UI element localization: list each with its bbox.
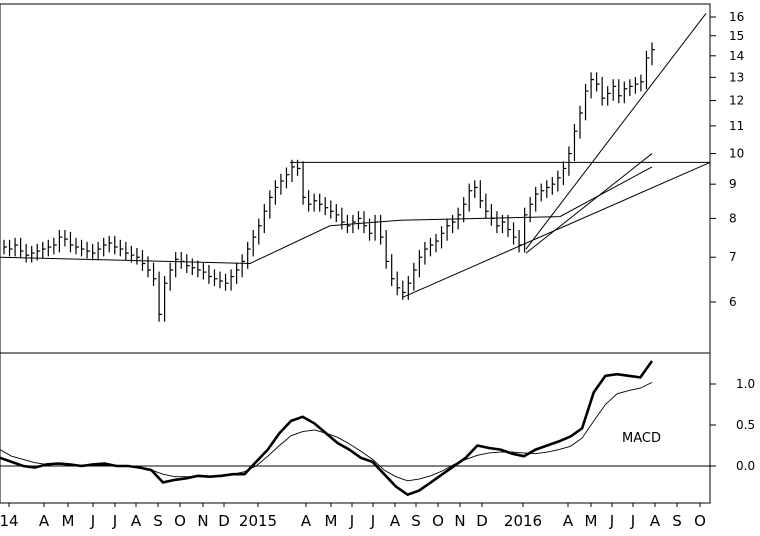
price-y-tick-label: 7 — [729, 250, 737, 264]
x-tick-label: N — [454, 512, 465, 530]
x-tick-label: A — [650, 512, 661, 530]
macd-line — [0, 360, 654, 497]
macd-y-axis-ticks: 0.0 0.5 1.0 — [710, 377, 755, 473]
price-trendlines — [290, 13, 711, 298]
x-tick-label: M — [585, 512, 598, 530]
x-tick-label: 2016 — [504, 512, 542, 530]
x-tick-label: S — [411, 512, 421, 530]
x-tick-label: M — [325, 512, 338, 530]
price-y-tick-label: 9 — [729, 177, 737, 191]
price-y-tick-label: 13 — [729, 70, 744, 84]
chart-frame — [0, 3, 711, 504]
x-tick-label: O — [694, 512, 706, 530]
x-axis-ticks: 14 A M J J A S O N D 2015 A M J J A S O N D 2016 A M J J A S O — [0, 503, 706, 530]
macd-y-tick-label: 1.0 — [736, 377, 755, 391]
x-tick-label: N — [197, 512, 208, 530]
price-y-tick-label: 16 — [729, 10, 744, 24]
x-tick-label: O — [174, 512, 186, 530]
x-tick-label: A — [301, 512, 312, 530]
x-tick-label: J — [630, 512, 635, 530]
price-y-tick-label: 8 — [729, 211, 737, 225]
x-tick-label: J — [370, 512, 375, 530]
macd-lines — [0, 360, 710, 497]
x-tick-label: O — [432, 512, 444, 530]
macd-y-tick-label: 0.0 — [736, 459, 755, 473]
macd-annotation: MACD — [622, 431, 661, 446]
moving-average-line — [0, 166, 653, 265]
price-bars — [3, 42, 655, 322]
trendline-lower — [402, 161, 711, 298]
macd-y-tick-label: 0.5 — [736, 418, 755, 432]
x-tick-label: A — [39, 512, 50, 530]
x-tick-label: A — [131, 512, 142, 530]
price-y-tick-label: 11 — [729, 119, 744, 133]
x-tick-label: D — [476, 512, 488, 530]
x-tick-label: S — [153, 512, 163, 530]
price-y-tick-label: 15 — [729, 29, 744, 43]
price-y-tick-label: 14 — [729, 49, 744, 63]
price-y-tick-label: 12 — [729, 94, 744, 108]
price-y-tick-label: 6 — [729, 295, 737, 309]
price-y-axis-ticks: 6 7 8 9 10 11 12 13 14 15 16 — [710, 10, 744, 309]
x-tick-label: J — [349, 512, 354, 530]
x-tick-label: A — [390, 512, 401, 530]
plot-border — [0, 3, 711, 504]
x-tick-label: S — [672, 512, 682, 530]
x-tick-label: A — [563, 512, 574, 530]
x-tick-label: J — [609, 512, 614, 530]
price-y-tick-label: 10 — [729, 147, 744, 161]
macd-signal-line — [0, 381, 653, 482]
trendline-middle — [525, 153, 653, 254]
trendline-steep — [525, 13, 707, 250]
x-tick-label: D — [218, 512, 230, 530]
x-tick-label: 14 — [0, 512, 19, 530]
x-tick-label: J — [112, 512, 117, 530]
price-moving-average — [0, 166, 653, 265]
x-tick-label: 2015 — [239, 512, 277, 530]
x-tick-label: J — [90, 512, 95, 530]
x-tick-label: M — [62, 512, 75, 530]
